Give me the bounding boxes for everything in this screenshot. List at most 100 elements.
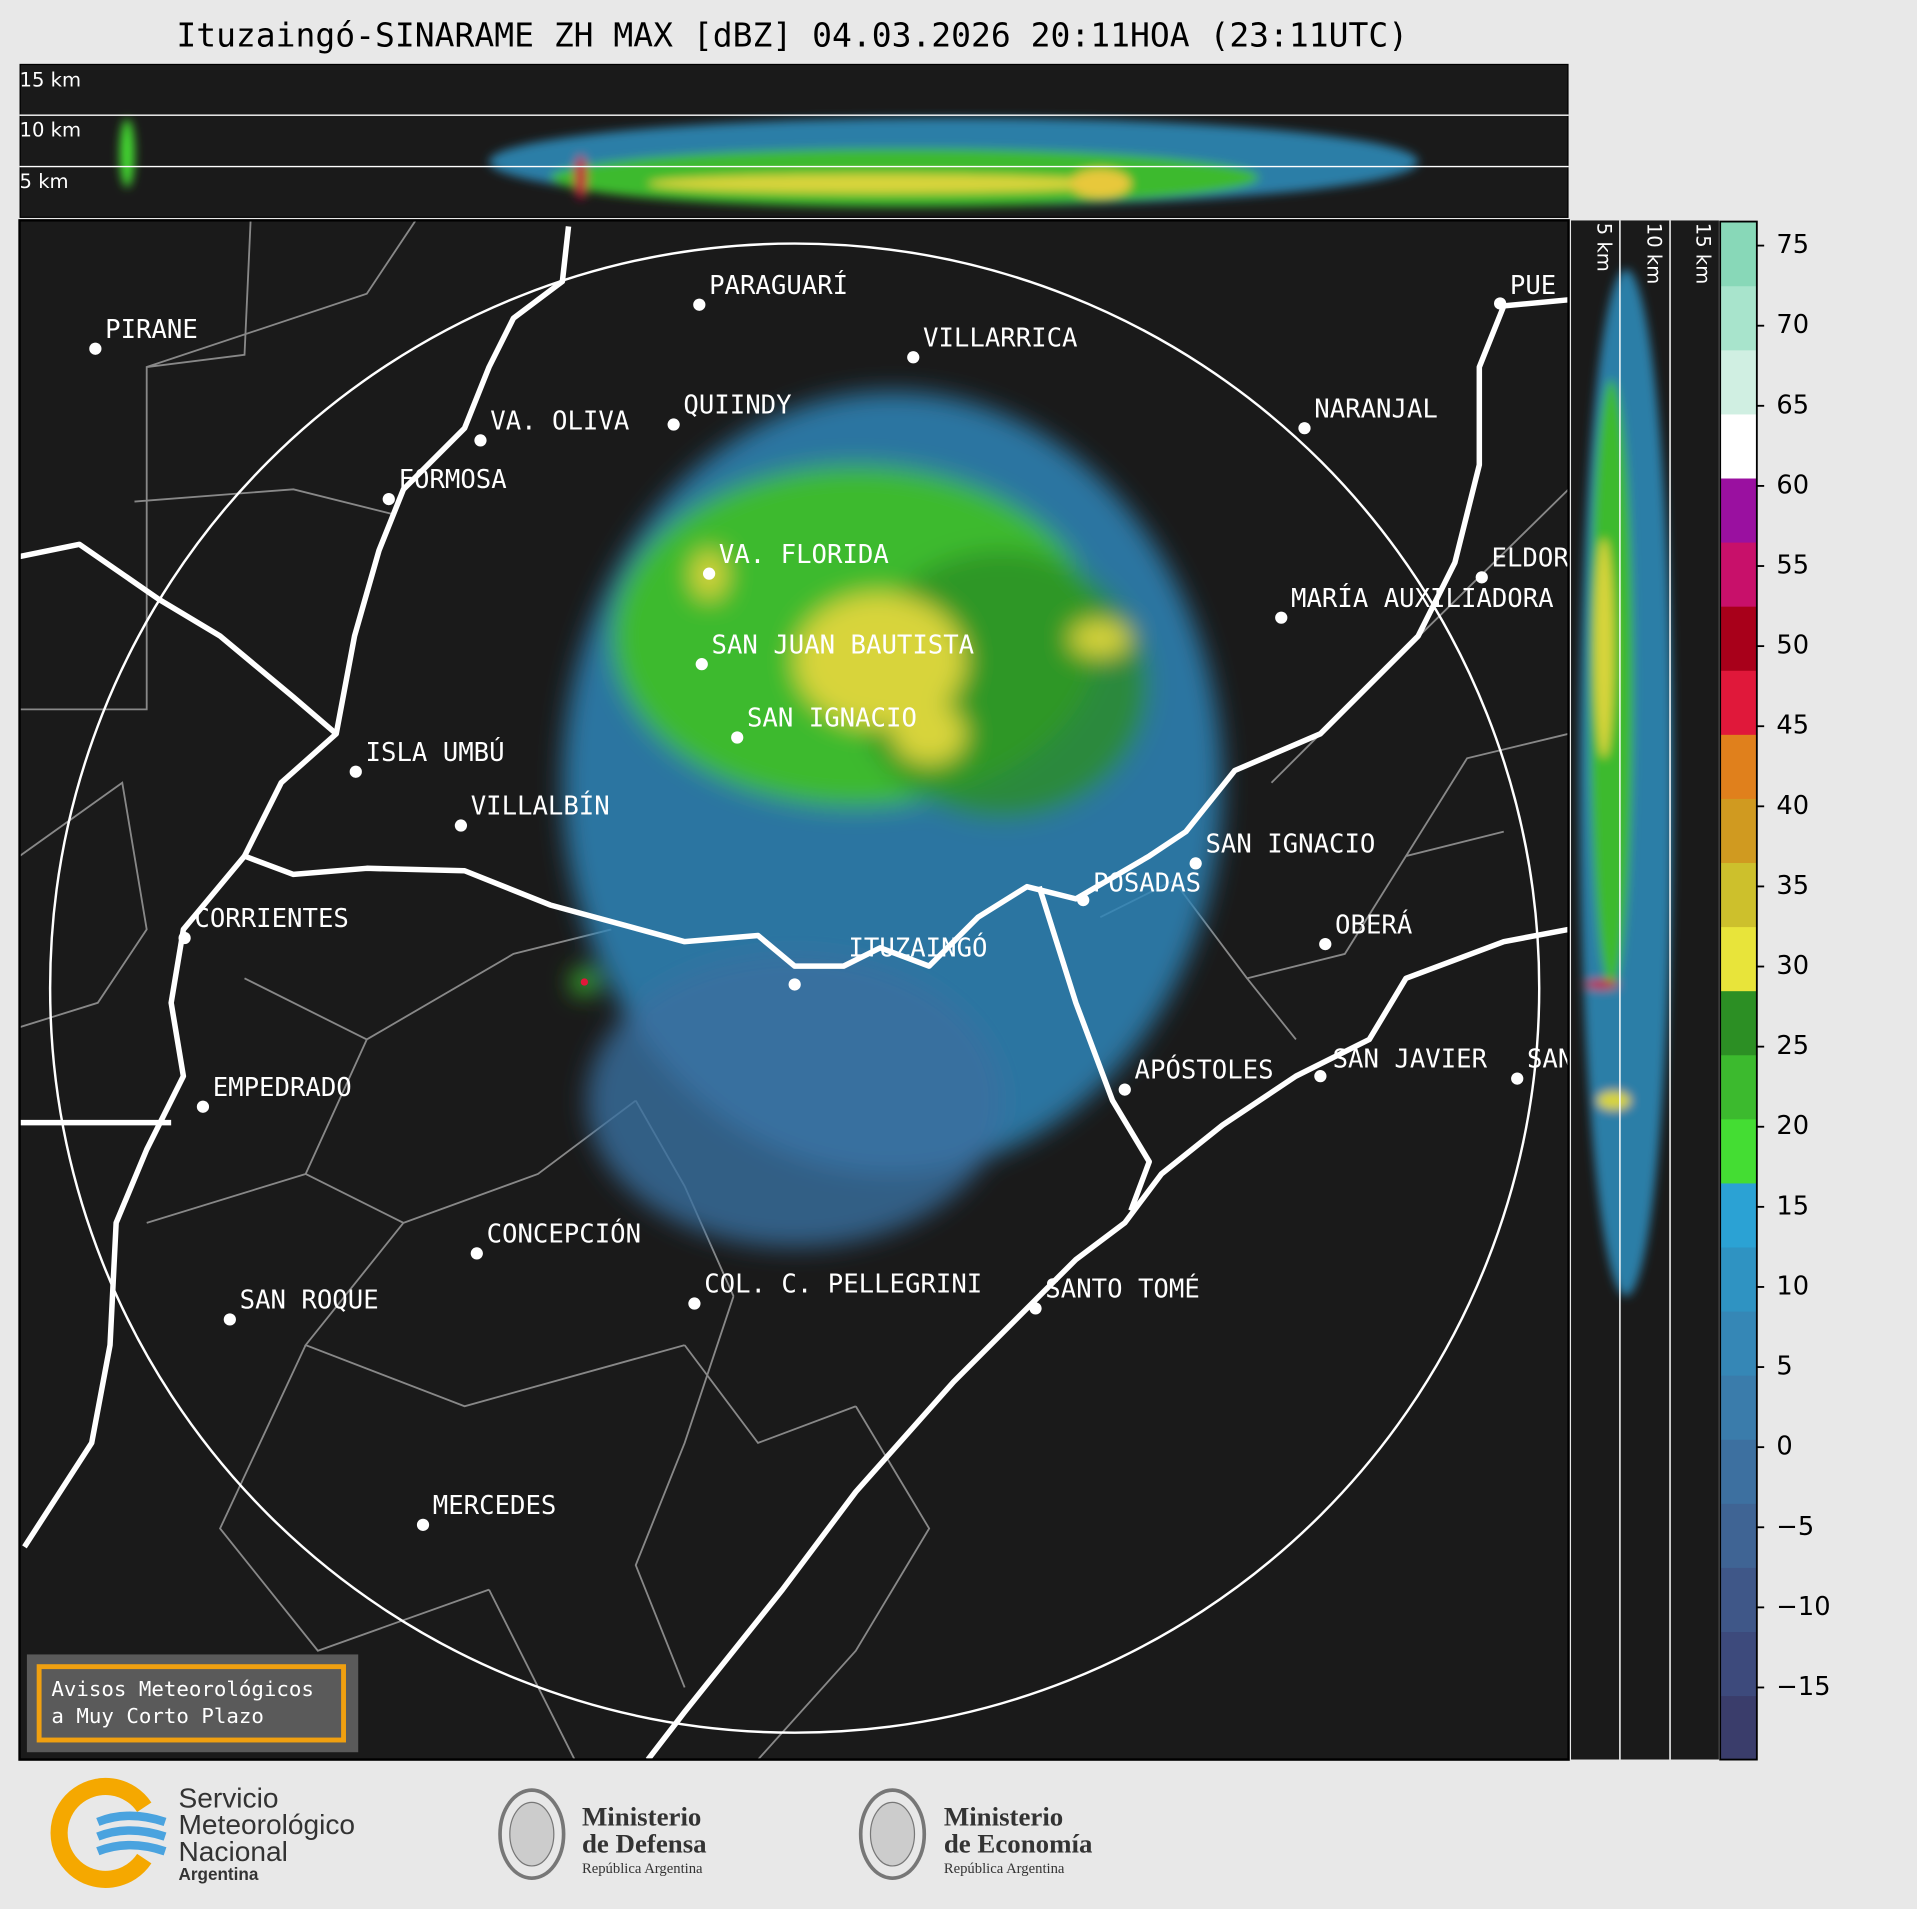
city-dot [1189, 857, 1202, 870]
height-label: 10 km [1642, 223, 1665, 284]
city-dot [1493, 297, 1507, 310]
city-dot [688, 1297, 701, 1310]
city-dot [1475, 571, 1488, 584]
smn-logo-waves [96, 1811, 167, 1856]
city-dot [470, 1247, 483, 1260]
colorbar-tick-label: 20 [1776, 1111, 1809, 1141]
city-label: SAN JAVIER [1333, 1045, 1488, 1075]
city-dot [1077, 893, 1090, 907]
colorbar-tick-label: 30 [1776, 951, 1809, 981]
city-label: APÓSTOLES [1135, 1054, 1274, 1086]
warning-box [26, 1654, 359, 1753]
footer: Servicio Meteorológico Nacional Argentin… [50, 1777, 1093, 1888]
height-label: 10 km [20, 119, 81, 142]
footer-text: Servicio [178, 1782, 278, 1813]
color-band [1720, 413, 1757, 479]
colorbar-tick-label: 10 [1776, 1271, 1809, 1301]
city-dot [667, 418, 680, 431]
color-band [1720, 1310, 1757, 1376]
color-band [1720, 1182, 1757, 1248]
city-label: FORMOSA [399, 465, 507, 495]
city-label: EMPEDRADO [213, 1073, 352, 1103]
map: PIRANE PARAGUARÍ VILLARRICA QUIINDY VA. OLIV… [19, 220, 1616, 1760]
city-dot [89, 342, 102, 355]
footer-text: Ministerio [944, 1802, 1063, 1832]
cities: PIRANE PARAGUARÍ VILLARRICA QUIINDY VA. OLIV… [89, 269, 1616, 1531]
color-band [1720, 1567, 1757, 1633]
colorbar-tick-label: 5 [1776, 1352, 1792, 1382]
color-band [1720, 990, 1757, 1056]
top-echo [119, 117, 1419, 207]
title: Ituzaingó-SINARAME ZH MAX [dBZ] 04.03.20… [176, 15, 1408, 54]
color-band [1720, 349, 1757, 415]
height-label: 15 km [1691, 223, 1714, 284]
city-label: VILLARRICA [923, 323, 1077, 353]
city-dot [1314, 1070, 1327, 1083]
echo [562, 391, 1223, 1248]
color-band [1720, 1054, 1757, 1120]
city-label: VA. OLIVA [490, 407, 629, 437]
city-dot [731, 731, 744, 744]
right-echo [1579, 269, 1673, 1297]
city-dot [1298, 422, 1311, 435]
smn-logo [50, 1777, 152, 1888]
color-band [1720, 670, 1757, 735]
footer-text: de Defensa [582, 1829, 707, 1859]
city-dot [196, 1100, 210, 1113]
city-label: POSADAS [1093, 869, 1201, 899]
color-band [1720, 1439, 1757, 1504]
city-label: SAN [1527, 1045, 1573, 1075]
coat-of-arms [509, 1801, 555, 1867]
echo-core [580, 978, 589, 986]
city-label: CORRIENTES [194, 904, 348, 934]
city-dot [1118, 1083, 1131, 1096]
city-dot [1275, 611, 1288, 624]
colorbar-tick-label: 60 [1776, 470, 1809, 500]
colorbar-tick-label: 25 [1776, 1031, 1809, 1061]
city-label: CONCEPCIÓN [487, 1218, 641, 1250]
color-band [1720, 1503, 1757, 1568]
city-label: OBERÁ [1335, 908, 1412, 940]
colorbar-tick-label: 15 [1776, 1191, 1809, 1221]
footer-text: Ministerio [582, 1802, 701, 1832]
city-dot [1029, 1302, 1042, 1315]
city-dot [178, 931, 191, 945]
footer-text: República Argentina [582, 1861, 703, 1877]
footer-text: de Economía [944, 1829, 1093, 1859]
coat-of-arms [498, 1788, 566, 1880]
city-dot [693, 298, 706, 311]
warning-text: a Muy Corto Plazo [51, 1704, 264, 1728]
warning-text: Avisos Meteorológicos [51, 1677, 314, 1701]
city-label: ISLA UMBÚ [366, 736, 505, 768]
color-band [1720, 926, 1757, 992]
color-band [1720, 1375, 1757, 1440]
colorbar-tick-label: −15 [1776, 1672, 1830, 1702]
city-dot [223, 1313, 236, 1326]
coat-of-arms [858, 1788, 927, 1880]
color-band [1720, 1118, 1757, 1184]
color-band [1720, 1246, 1757, 1312]
city-dot [702, 567, 716, 580]
footer-text: Meteorológico [178, 1809, 355, 1840]
colorbar-tick-label: 75 [1776, 230, 1809, 260]
colorbar-tick-label: −5 [1776, 1512, 1814, 1542]
rivers [19, 226, 1569, 1760]
colorbar-tick-label: 50 [1776, 631, 1809, 661]
color-band [1720, 862, 1757, 928]
city-dot [454, 819, 468, 832]
city-label: PUE [1510, 271, 1556, 301]
city-label: ELDORADO [1492, 543, 1616, 573]
color-band [1720, 221, 1757, 287]
city-label: QUIINDY [683, 391, 791, 421]
footer-text: República Argentina [944, 1861, 1065, 1877]
height-label: 5 km [20, 170, 69, 193]
footer-text: Nacional [178, 1836, 287, 1867]
city-label: PARAGUARÍ [709, 269, 848, 301]
right-section: 15 km 10 km 5 km [1571, 220, 1719, 1760]
footer-text: Argentina [178, 1865, 258, 1884]
top-section: 15 km 10 km 5 km [19, 63, 1569, 218]
city-label: SAN IGNACIO [1205, 830, 1375, 860]
city-dot [349, 765, 362, 778]
